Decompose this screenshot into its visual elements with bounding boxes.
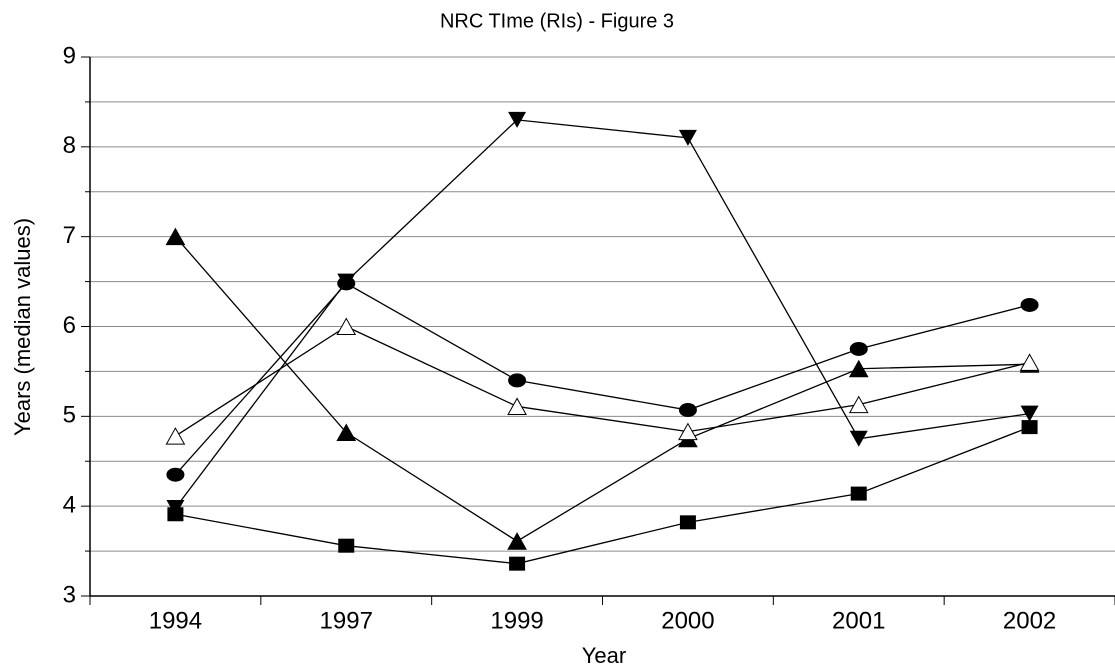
marker (507, 397, 527, 415)
x-tick-label: 1999 (490, 607, 543, 634)
marker (166, 467, 185, 482)
marker (1021, 420, 1038, 435)
y-tick-label: 4 (63, 492, 76, 519)
marker (165, 427, 186, 445)
marker (336, 317, 357, 335)
series-line (175, 325, 1030, 437)
x-tick-label: 2000 (661, 607, 714, 634)
marker (678, 422, 698, 441)
marker (1020, 297, 1039, 312)
x-axis-label: Year (582, 643, 626, 668)
marker (165, 227, 186, 246)
marker (848, 395, 869, 414)
marker (850, 486, 867, 501)
y-tick-label: 6 (63, 312, 76, 339)
x-tick-label: 2001 (832, 607, 885, 634)
marker (678, 129, 697, 146)
series-line (174, 282, 1030, 476)
marker (678, 403, 697, 418)
marker (338, 538, 355, 553)
marker (849, 341, 868, 356)
marker (679, 515, 696, 530)
marker (1020, 405, 1039, 422)
marker (509, 556, 526, 571)
chart-title: NRC TIme (RIs) - Figure 3 (440, 10, 674, 32)
marker (167, 507, 184, 522)
y-tick-label: 8 (63, 132, 76, 159)
series-line (175, 426, 1030, 565)
marker (849, 430, 868, 447)
y-tick-label: 7 (63, 222, 76, 249)
marker (508, 111, 527, 128)
marker (507, 532, 527, 550)
marker (848, 359, 869, 378)
x-tick-label: 1997 (320, 607, 373, 634)
y-tick-label: 3 (63, 581, 76, 608)
marker (508, 373, 527, 388)
series-line (174, 119, 1030, 509)
x-tick-label: 2002 (1003, 607, 1056, 634)
series-line (174, 236, 1030, 542)
marker (336, 423, 357, 442)
y-axis-label: Years (median values) (10, 218, 35, 436)
x-tick-label: 1994 (149, 607, 202, 634)
y-tick-label: 5 (63, 402, 76, 429)
y-tick-label: 9 (63, 42, 76, 69)
marker (337, 273, 356, 290)
marker (1019, 353, 1040, 371)
